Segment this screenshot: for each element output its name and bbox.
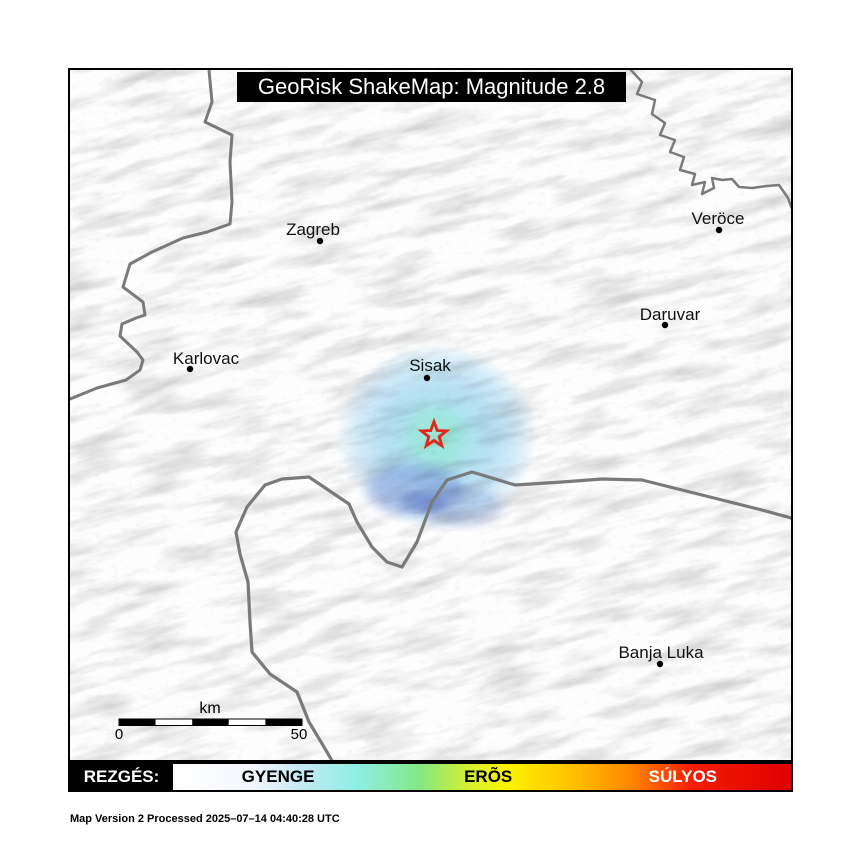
city-label: Sisak (409, 356, 451, 375)
scale-bar-start-label: 0 (115, 726, 123, 743)
city-marker-veroce: Veröce (692, 209, 745, 234)
version-caption: Map Version 2 Processed 2025–07–14 04:40… (70, 813, 340, 825)
map-title: GeoRisk ShakeMap: Magnitude 2.8 (237, 72, 626, 102)
city-marker-daruvar: Daruvar (640, 305, 701, 329)
border-path-northwest (70, 70, 234, 401)
city-marker-sisak: Sisak (409, 356, 451, 382)
city-label: Banja Luka (618, 643, 704, 662)
epicenter-star-icon (417, 417, 451, 450)
city-dot (661, 321, 669, 329)
border-lines (70, 70, 791, 760)
scale-bar-end-label: 50 (291, 726, 308, 743)
city-dot (656, 660, 664, 668)
city-markers: Zagreb Veröce Daruvar Karlovac Sisak Ban… (173, 209, 745, 668)
shakemap-canvas: km 0 50 Zagreb Veröce Daruvar (68, 68, 793, 762)
city-dot (423, 374, 431, 382)
legend-label-severe: SÚLYOS (648, 767, 718, 786)
scale-bar: km 0 50 (115, 700, 308, 743)
legend-label-strong: ERÕS (464, 767, 513, 786)
river-path-northeast (629, 70, 791, 210)
city-marker-banja-luka: Banja Luka (618, 643, 704, 668)
city-marker-zagreb: Zagreb (286, 220, 340, 245)
city-marker-karlovac: Karlovac (173, 349, 240, 373)
city-label: Karlovac (173, 349, 240, 368)
legend-gradient-bar: GYENGE ERÕS SÚLYOS (173, 764, 791, 790)
city-label: Veröce (692, 209, 745, 228)
city-dot (316, 237, 324, 245)
country-border-path (234, 470, 791, 760)
legend-label-weak: GYENGE (241, 767, 315, 786)
intensity-legend: REZGÉS: GYENGE ERÕS SÚLYOS (68, 762, 793, 792)
city-label: Daruvar (640, 305, 701, 324)
city-label: Zagreb (286, 220, 340, 239)
city-dot (715, 226, 723, 234)
city-dot (186, 365, 194, 373)
legend-title: REZGÉS: (70, 764, 173, 790)
scale-bar-unit: km (199, 700, 220, 717)
